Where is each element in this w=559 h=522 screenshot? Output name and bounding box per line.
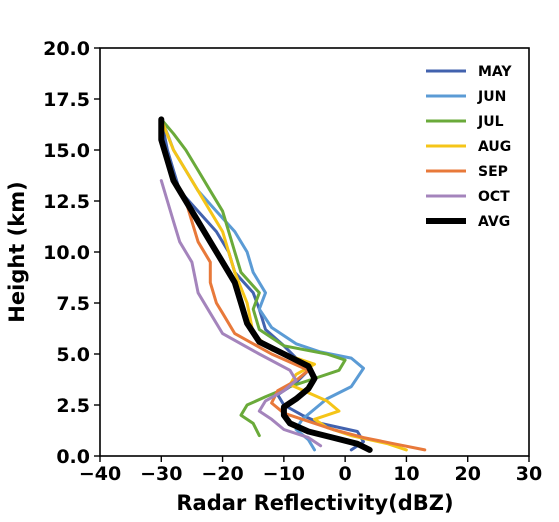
y-tick-label: 20.0 <box>43 38 90 60</box>
series-line-jun <box>159 117 365 452</box>
x-axis: −40 −30 −20 −10 0 10 20 30 <box>79 456 542 485</box>
y-tick-label: 0.0 <box>56 446 90 468</box>
legend: MAY JUN JUL AUG SEP OCT AVG <box>426 64 512 230</box>
x-tick-label: −40 <box>79 463 121 485</box>
x-tick-label: 30 <box>516 463 542 485</box>
x-tick-label: 10 <box>393 463 419 485</box>
legend-label-jul: JUL <box>477 114 504 130</box>
legend-label-jun: JUN <box>477 89 506 105</box>
x-tick-label: −20 <box>201 463 243 485</box>
y-tick-label: 5.0 <box>56 344 90 366</box>
y-axis-title: Height (km) <box>5 181 29 322</box>
series-line-oct <box>159 179 323 448</box>
x-tick-label: −30 <box>140 463 182 485</box>
legend-label-avg: AVG <box>478 214 510 230</box>
legend-label-sep: SEP <box>478 164 508 180</box>
legend-label-oct: OCT <box>478 189 510 205</box>
x-tick-label: 0 <box>339 463 352 485</box>
y-tick-label: 7.5 <box>56 293 90 315</box>
series-line-sep <box>178 189 427 452</box>
x-axis-title: Radar Reflectivity(dBZ) <box>176 491 453 515</box>
x-tick-label: 20 <box>454 463 480 485</box>
y-axis: 0.0 2.5 5.0 7.5 10.0 12.5 15.0 17.5 20.0 <box>43 38 100 468</box>
y-tick-label: 2.5 <box>56 395 90 417</box>
legend-label-may: MAY <box>478 64 512 80</box>
y-tick-label: 10.0 <box>43 242 90 264</box>
series-line-may <box>159 117 365 452</box>
x-tick-label: −10 <box>263 463 305 485</box>
series-layer <box>158 116 427 453</box>
y-tick-label: 12.5 <box>43 191 90 213</box>
legend-label-aug: AUG <box>478 139 511 155</box>
series-line-avg <box>158 116 373 453</box>
y-tick-label: 15.0 <box>43 140 90 162</box>
y-tick-label: 17.5 <box>43 89 90 111</box>
series-line-jul <box>159 117 347 438</box>
